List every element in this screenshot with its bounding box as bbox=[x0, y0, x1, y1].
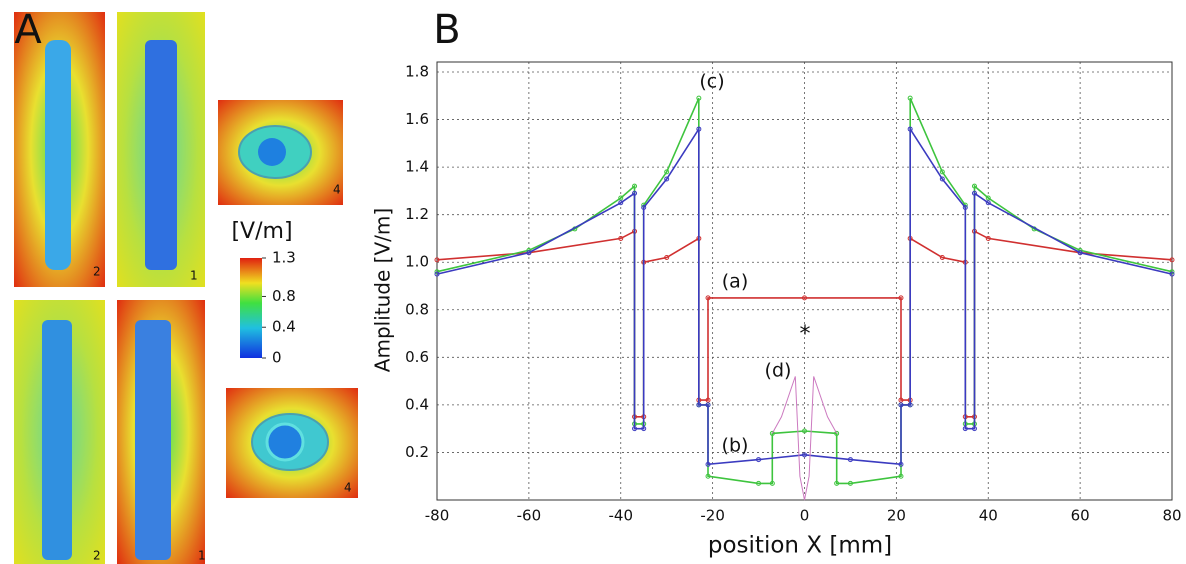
series-marker bbox=[1169, 271, 1175, 277]
panel-label: B bbox=[433, 7, 460, 53]
series-marker bbox=[971, 183, 977, 189]
series-marker bbox=[898, 473, 904, 479]
series-marker bbox=[696, 95, 702, 101]
y-tick-label: 0.8 bbox=[405, 300, 429, 318]
colorbar-unit: [V/m] bbox=[231, 219, 292, 244]
series-marker bbox=[802, 452, 807, 458]
x-tick-label: 40 bbox=[979, 507, 998, 525]
series-marker bbox=[1077, 250, 1083, 256]
series-marker bbox=[939, 169, 945, 175]
image-label: 1 bbox=[190, 269, 198, 283]
series-marker bbox=[756, 480, 762, 486]
series-marker bbox=[705, 473, 711, 479]
series-marker bbox=[705, 402, 711, 408]
series-marker bbox=[939, 176, 945, 182]
series-line bbox=[771, 376, 838, 501]
y-tick-label: 1.8 bbox=[405, 63, 429, 81]
series-marker bbox=[802, 428, 807, 434]
series-marker bbox=[962, 205, 968, 211]
series-marker bbox=[632, 190, 638, 196]
colorbar-tick-label: 1.3 bbox=[272, 249, 296, 267]
series-marker bbox=[705, 397, 711, 403]
series-marker bbox=[985, 200, 991, 206]
annotation: (d) bbox=[765, 360, 792, 382]
series-marker bbox=[939, 254, 945, 260]
series-marker bbox=[985, 235, 991, 241]
y-tick-label: 1.4 bbox=[405, 158, 429, 176]
field-maps bbox=[14, 12, 358, 564]
series-marker bbox=[705, 295, 711, 301]
image-label: 2 bbox=[93, 265, 101, 279]
series-marker bbox=[898, 295, 904, 301]
annotation: (a) bbox=[722, 271, 748, 293]
y-tick-label: 1.6 bbox=[405, 110, 429, 128]
x-tick-label: -40 bbox=[609, 507, 634, 525]
series-marker bbox=[618, 200, 624, 206]
series-marker bbox=[834, 430, 840, 436]
series-marker bbox=[641, 205, 647, 211]
series-marker bbox=[907, 126, 913, 132]
series-marker bbox=[907, 95, 913, 101]
x-tick-label: 0 bbox=[800, 507, 810, 525]
series-marker bbox=[664, 169, 670, 175]
series-marker bbox=[985, 195, 991, 201]
x-tick-label: -20 bbox=[700, 507, 725, 525]
series-line bbox=[436, 126, 1173, 466]
series-marker bbox=[705, 461, 711, 467]
x-tick-label: -80 bbox=[425, 507, 450, 525]
colorbar-tick-label: 0.4 bbox=[272, 318, 296, 336]
x-tick-label: 60 bbox=[1071, 507, 1090, 525]
series-marker bbox=[618, 235, 624, 241]
series-marker bbox=[1169, 257, 1175, 263]
series-marker bbox=[898, 397, 904, 403]
series-marker bbox=[618, 195, 624, 201]
image-label: 4 bbox=[333, 183, 341, 197]
x-tick-label: 20 bbox=[887, 507, 906, 525]
series-marker bbox=[696, 126, 702, 132]
series-marker bbox=[971, 426, 977, 432]
series-marker bbox=[632, 183, 638, 189]
y-tick-label: 0.4 bbox=[405, 395, 429, 413]
series-marker bbox=[769, 430, 775, 436]
series-marker bbox=[898, 402, 904, 408]
series-marker bbox=[769, 480, 775, 486]
image-label: 2 bbox=[93, 549, 101, 563]
series-marker bbox=[898, 461, 904, 467]
panel-label: A bbox=[14, 7, 42, 53]
series-marker bbox=[971, 190, 977, 196]
series-marker bbox=[664, 254, 670, 260]
y-tick-label: 1.2 bbox=[405, 205, 429, 223]
series-marker bbox=[802, 295, 807, 301]
series-marker bbox=[696, 402, 702, 408]
series-marker bbox=[664, 176, 670, 182]
y-tick-label: 1.0 bbox=[405, 253, 429, 271]
series-marker bbox=[907, 402, 913, 408]
series-marker bbox=[847, 480, 853, 486]
series-marker bbox=[962, 426, 968, 432]
y-tick-label: 0.6 bbox=[405, 348, 429, 366]
y-tick-label: 0.2 bbox=[405, 443, 429, 461]
series-marker bbox=[434, 271, 440, 277]
annotation: (c) bbox=[699, 71, 724, 93]
series-line bbox=[436, 97, 1173, 485]
series-marker bbox=[834, 480, 840, 486]
series-marker bbox=[756, 457, 762, 463]
series-marker bbox=[632, 426, 638, 432]
x-tick-label: 80 bbox=[1162, 507, 1181, 525]
series-marker bbox=[434, 257, 440, 263]
annotation: (b) bbox=[722, 435, 749, 457]
image-label: 1 bbox=[198, 549, 206, 563]
image-label: 4 bbox=[344, 481, 352, 495]
x-axis-label: position X [mm] bbox=[708, 533, 892, 559]
series-marker bbox=[526, 250, 532, 256]
series-marker bbox=[847, 457, 853, 463]
y-axis-label: Amplitude [V/m] bbox=[371, 208, 395, 372]
annotation: * bbox=[800, 322, 811, 347]
colorbar-tick-label: 0 bbox=[272, 349, 282, 367]
x-tick-label: -60 bbox=[517, 507, 542, 525]
series-marker bbox=[641, 426, 647, 432]
colorbar-tick-label: 0.8 bbox=[272, 287, 296, 305]
